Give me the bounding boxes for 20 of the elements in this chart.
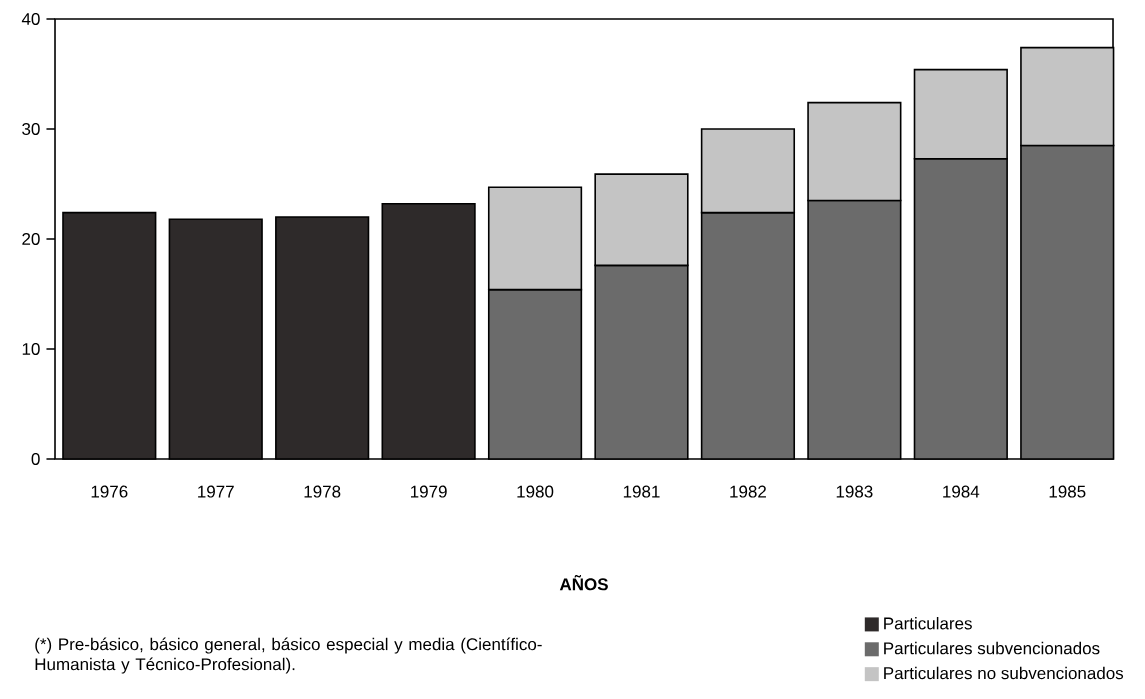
y-tick-label: 30 (22, 122, 40, 135)
text: (*) Pre-básico, básico general, básico especial y media (Científico-Humanista y Técnico-Profesional). (35, 637, 542, 674)
y-tick-label: 10 (22, 342, 40, 355)
x-tick-label: 1978 (304, 485, 341, 498)
x-tick-label: 1979 (410, 485, 447, 498)
x-tick-label: 1976 (91, 485, 128, 498)
legend-label: Particulares subvencionados (884, 641, 1100, 655)
y-tick-label: 0 (31, 452, 40, 465)
x-tick-label: 1984 (943, 485, 980, 498)
legend-label: Particulares no subvencionados (884, 666, 1124, 680)
x-axis-title: AÑOS (559, 575, 608, 591)
x-tick-label: 1980 (517, 485, 554, 498)
y-tick-label: 40 (21, 12, 40, 25)
x-tick-label: 1982 (730, 485, 766, 498)
y-tick-label: 20 (22, 232, 40, 245)
legend-label: Particulares (884, 616, 972, 630)
x-tick-label: 1983 (836, 485, 873, 498)
x-tick-label: 1977 (198, 485, 234, 498)
x-tick-label: 1981 (623, 485, 660, 498)
x-tick-label: 1985 (1049, 485, 1086, 498)
